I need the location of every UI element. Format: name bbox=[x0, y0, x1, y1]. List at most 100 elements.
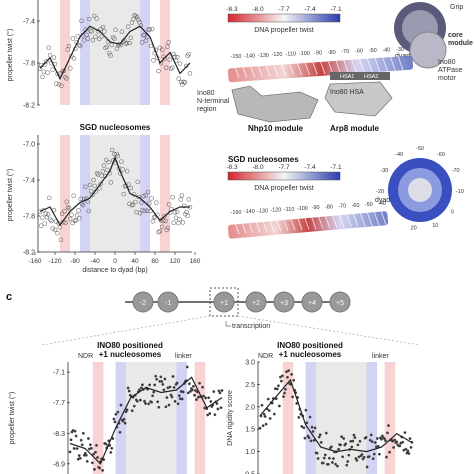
data-point bbox=[96, 36, 102, 42]
dna-stripe bbox=[241, 63, 248, 78]
data-point bbox=[170, 65, 175, 70]
data-point bbox=[110, 35, 116, 40]
data-point bbox=[152, 390, 156, 394]
label-hsa1: HSA1 bbox=[340, 74, 354, 80]
dna-tick: -40 bbox=[382, 47, 390, 53]
data-point bbox=[91, 13, 97, 19]
dna-stripe bbox=[272, 62, 279, 77]
dna-b-ticks: -150 -140 -130 -120 -110 -100 -90 -80 -70 -60 -50-… bbox=[230, 201, 385, 216]
data-point bbox=[305, 421, 309, 425]
dna-stripe bbox=[233, 63, 240, 79]
label-hsa2: HSA2 bbox=[364, 74, 378, 80]
chart-c-smooth-line bbox=[69, 376, 223, 465]
data-point bbox=[88, 28, 93, 34]
data-point bbox=[375, 437, 379, 440]
data-point bbox=[66, 43, 72, 49]
data-point bbox=[160, 47, 165, 52]
ytick-label: 1.0 bbox=[245, 449, 255, 456]
data-point bbox=[135, 179, 140, 185]
data-point bbox=[155, 377, 159, 381]
data-point bbox=[86, 208, 92, 214]
dna-tick: -40 bbox=[378, 201, 386, 207]
data-point bbox=[68, 450, 72, 454]
data-point bbox=[100, 169, 106, 174]
data-point bbox=[177, 217, 182, 222]
data-point bbox=[276, 384, 280, 388]
data-point bbox=[137, 20, 142, 25]
data-point bbox=[159, 375, 163, 379]
dna-stripe bbox=[358, 58, 365, 73]
nucleosome-tick: -50 bbox=[416, 146, 424, 152]
data-point bbox=[347, 453, 351, 457]
data-point bbox=[407, 452, 411, 455]
dna-stripe bbox=[389, 56, 396, 72]
data-point bbox=[40, 74, 45, 80]
data-point bbox=[144, 402, 147, 405]
data-point bbox=[180, 397, 184, 401]
data-point bbox=[120, 167, 125, 172]
data-point bbox=[283, 391, 286, 395]
data-point bbox=[112, 151, 117, 157]
dna-tick: -130 bbox=[257, 208, 268, 214]
dna-stripe bbox=[261, 218, 268, 233]
band-red-right bbox=[160, 135, 170, 252]
dna-tick: -80 bbox=[325, 204, 333, 210]
band-blue-right bbox=[176, 362, 188, 474]
data-point bbox=[194, 389, 197, 392]
ytick-label: -7.8 bbox=[23, 61, 35, 68]
data-point bbox=[127, 201, 132, 207]
nucleosome-schematic: -2 -1 +1 +2 +3 +4 +5 transcription bbox=[41, 287, 421, 346]
schematic-nucleosome-label: +2 bbox=[252, 300, 260, 307]
chart-b-title: SGD nucleosomes bbox=[80, 123, 151, 132]
dna-stripe bbox=[335, 59, 342, 74]
data-point bbox=[352, 433, 356, 437]
chart-d-yticks: 3.0 2.5 2.0 1.5 1.0 0.5 bbox=[245, 360, 260, 474]
data-point bbox=[401, 440, 405, 444]
data-point bbox=[180, 220, 186, 225]
data-point bbox=[140, 383, 144, 387]
data-point bbox=[56, 81, 62, 87]
schematic-nucleosome bbox=[245, 291, 267, 313]
structure-sgd-illustration: SGD nucleosomes -8.3 -8.0 -7.7 -7.4 -7.1 DNA… bbox=[226, 146, 464, 239]
dna-tick: -150 bbox=[230, 210, 241, 216]
data-point bbox=[263, 415, 267, 418]
data-point bbox=[292, 378, 296, 382]
schematic-nucleosome-label: +5 bbox=[336, 300, 344, 307]
data-point bbox=[386, 431, 389, 435]
data-point bbox=[127, 40, 132, 46]
schematic-nucleosome bbox=[157, 291, 179, 313]
data-point bbox=[115, 153, 121, 159]
data-point bbox=[372, 452, 376, 456]
data-point bbox=[185, 365, 189, 369]
data-point bbox=[90, 37, 96, 43]
data-point bbox=[59, 83, 64, 89]
data-point bbox=[409, 445, 413, 449]
atpase-motor-blob bbox=[409, 31, 447, 69]
data-point bbox=[268, 417, 272, 420]
chart-a-ylabel: propeller twist (°) bbox=[6, 29, 14, 82]
data-point bbox=[94, 450, 97, 454]
dna-stripe bbox=[303, 215, 310, 230]
data-point bbox=[174, 209, 180, 215]
data-point bbox=[68, 66, 73, 71]
xtick-label: -40 bbox=[90, 258, 100, 265]
data-point bbox=[142, 208, 147, 214]
dna-stripe bbox=[249, 63, 256, 78]
data-point bbox=[264, 422, 268, 426]
data-point bbox=[79, 438, 83, 442]
data-point bbox=[316, 457, 320, 460]
arp8-module-shape bbox=[324, 81, 393, 117]
band-blue-left bbox=[80, 135, 90, 252]
data-point bbox=[326, 462, 330, 466]
data-point bbox=[360, 453, 364, 456]
data-point bbox=[106, 159, 111, 165]
data-point bbox=[80, 443, 84, 447]
data-point bbox=[182, 80, 188, 85]
data-point bbox=[127, 389, 131, 393]
data-point bbox=[109, 450, 113, 454]
data-point bbox=[364, 435, 368, 439]
data-point bbox=[41, 69, 47, 75]
schematic-nucleosomes: -2 -1 +1 +2 +3 +4 +5 bbox=[132, 291, 351, 313]
dna-tick: -140 bbox=[244, 209, 255, 215]
dna-tick: -60 bbox=[351, 203, 359, 209]
